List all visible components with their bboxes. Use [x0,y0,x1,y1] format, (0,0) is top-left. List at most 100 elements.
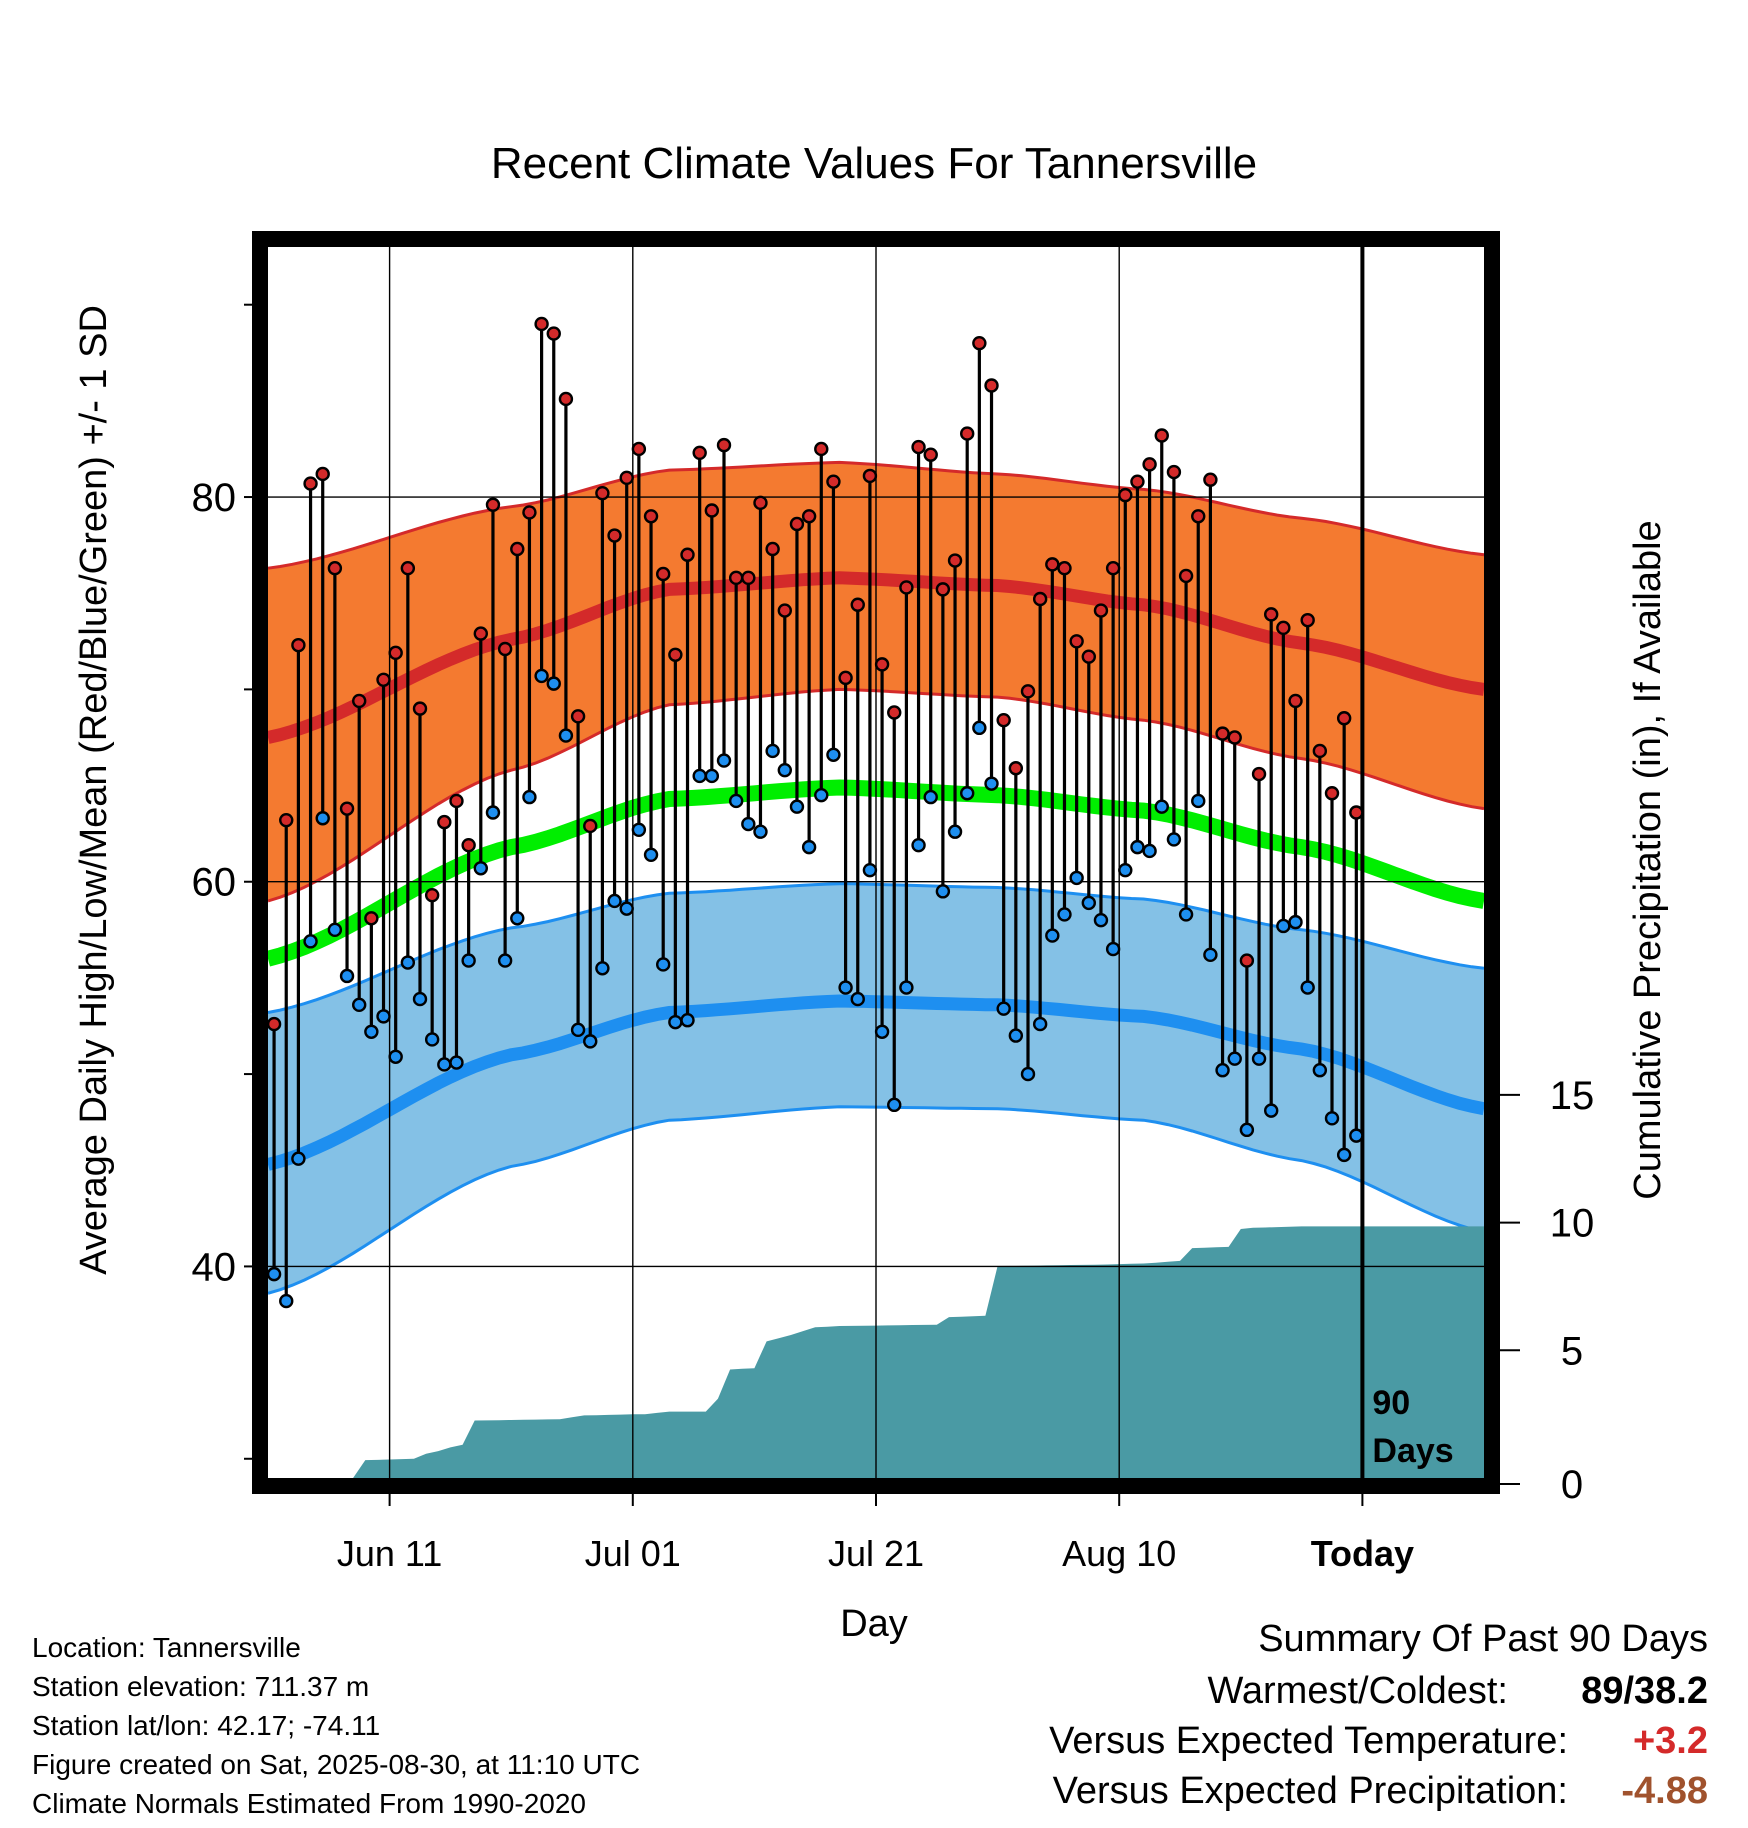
high-point-day-73 [1142,457,1157,472]
y-tick-label-60: 60 [192,861,237,905]
plot-frame [252,231,1500,1494]
high-point-day-4 [303,476,318,491]
high-point-day-86 [1300,612,1315,628]
high-point-day-44 [789,516,805,532]
high-point-day-69 [1093,603,1109,618]
x-axis-label: Day [840,1603,908,1645]
low-point-day-89 [1336,1147,1352,1163]
low-point-day-38 [716,753,732,768]
x-tick-label-aug-10: Aug 10 [1062,1533,1176,1574]
high-point-day-82 [1251,766,1267,782]
high-point-day-36 [692,445,707,461]
low-point-day-22 [522,789,537,805]
low-point-day-79 [1215,1063,1230,1078]
warm-cold-label: Warmest/Coldest: [1207,1670,1508,1712]
low-point-day-68 [1081,895,1097,911]
high-point-day-54 [911,439,926,455]
high-point-day-16 [449,793,464,809]
low-point-day-28 [595,961,610,976]
high-point-day-22 [522,505,537,520]
low-point-day-31 [631,822,647,838]
low-point-day-13 [412,991,428,1007]
summary-title: Summary Of Past 90 Days [1258,1618,1708,1660]
low-point-day-4 [303,934,318,949]
high-point-day-17 [461,837,476,853]
low-point-day-75 [1166,832,1182,847]
low-point-day-40 [741,816,756,832]
high-point-day-52 [887,705,902,720]
low-point-day-15 [437,1057,452,1072]
high-point-day-46 [814,441,829,457]
low-point-day-6 [327,922,343,938]
low-point-day-58 [960,786,975,801]
high-point-day-30 [619,470,634,486]
high-point-day-12 [400,561,416,576]
high-point-day-70 [1105,561,1121,576]
low-point-day-14 [424,1032,440,1047]
low-point-day-41 [753,824,768,839]
high-point-day-33 [656,566,671,582]
high-point-day-6 [327,561,343,576]
low-point-day-25 [558,728,574,743]
low-point-day-67 [1069,870,1084,886]
info-latlon: Station lat/lon: 42.17; -74.11 [32,1710,381,1741]
low-point-day-63 [1020,1066,1036,1082]
low-point-day-34 [668,1014,683,1030]
high-point-day-1 [266,1016,282,1032]
low-point-day-29 [607,893,622,909]
low-point-day-9 [364,1024,379,1039]
high-point-day-79 [1215,726,1230,741]
low-point-day-59 [972,720,987,736]
low-point-day-8 [352,997,367,1013]
low-point-day-35 [680,1013,695,1028]
low-point-day-52 [887,1097,902,1113]
low-point-day-84 [1276,918,1291,934]
x-tick-label-today: Today [1311,1533,1414,1574]
high-point-day-53 [899,580,914,595]
y-tick-label-40: 40 [192,1245,237,1289]
high-point-day-85 [1288,693,1303,709]
low-point-day-60 [984,776,999,791]
axes: 40 60 80 0 5 10 15 Jun 11 Jul 01 Jul 21 Aug 10 Toda… [192,303,1594,1574]
y-tick-label-80: 80 [192,476,237,520]
high-point-day-63 [1020,684,1036,699]
x-tick-label-jul-21: Jul 21 [828,1533,924,1574]
info-normals: Climate Normals Estimated From 1990-2020 [32,1788,586,1819]
low-point-day-18 [473,861,488,876]
daily-low-points [266,668,1364,1309]
y-axis-label: Average Daily High/Low/Mean (Red/Blue/Gr… [73,305,115,1275]
today-label-line-2: Days [1372,1432,1453,1470]
high-point-day-45 [801,509,817,524]
low-point-day-32 [643,847,659,863]
high-point-day-77 [1191,509,1206,524]
high-point-day-75 [1166,464,1182,480]
high-point-day-68 [1081,649,1097,664]
high-point-day-55 [923,447,938,462]
high-point-day-11 [388,645,403,661]
low-point-day-7 [339,968,355,984]
low-point-day-90 [1349,1128,1364,1143]
low-point-day-65 [1045,928,1060,943]
low-point-day-27 [583,1034,598,1049]
daily-high-points [266,316,1364,1032]
low-point-day-76 [1178,907,1194,922]
high-point-day-3 [291,637,306,653]
low-point-day-24 [546,676,561,691]
low-point-day-78 [1203,947,1218,963]
low-point-day-48 [838,980,853,995]
high-point-day-13 [412,701,428,716]
high-point-day-47 [826,474,841,489]
high-point-day-74 [1154,428,1169,443]
high-point-day-56 [935,582,951,597]
high-point-day-59 [972,335,987,351]
low-point-day-51 [874,1024,890,1039]
x-tick-label-jul-01: Jul 01 [585,1533,681,1574]
low-point-day-19 [485,805,501,820]
high-point-day-26 [570,709,586,724]
low-point-day-21 [510,911,525,926]
low-point-day-26 [570,1022,586,1038]
high-point-day-23 [534,316,549,332]
low-point-day-39 [728,793,744,809]
low-point-day-23 [534,668,549,684]
low-point-day-88 [1324,1111,1340,1126]
